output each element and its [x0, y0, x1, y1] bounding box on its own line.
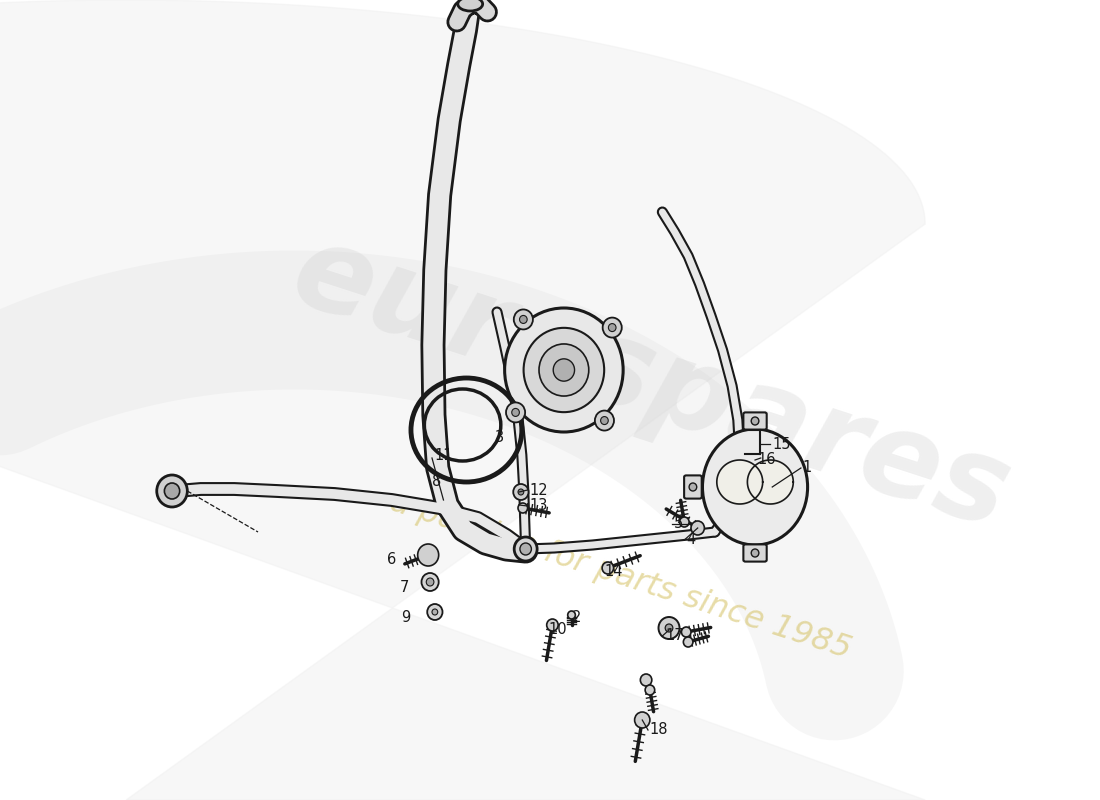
Ellipse shape	[520, 543, 531, 555]
Polygon shape	[747, 460, 793, 504]
Text: 7: 7	[399, 581, 409, 595]
Text: 8: 8	[432, 474, 441, 490]
Ellipse shape	[645, 685, 654, 695]
Ellipse shape	[539, 344, 588, 396]
Ellipse shape	[514, 310, 532, 330]
Text: 9: 9	[402, 610, 410, 626]
Ellipse shape	[418, 544, 439, 566]
Ellipse shape	[514, 537, 537, 561]
Ellipse shape	[602, 562, 614, 574]
Ellipse shape	[156, 475, 187, 507]
Text: 15: 15	[772, 437, 791, 451]
Text: 4: 4	[686, 533, 695, 547]
Ellipse shape	[524, 328, 604, 412]
Ellipse shape	[547, 619, 558, 631]
Ellipse shape	[458, 0, 483, 11]
Ellipse shape	[666, 624, 673, 632]
Ellipse shape	[519, 315, 527, 323]
Text: eurospares: eurospares	[279, 214, 1024, 554]
Ellipse shape	[427, 604, 442, 620]
FancyBboxPatch shape	[684, 475, 702, 498]
Ellipse shape	[506, 402, 525, 422]
Ellipse shape	[518, 503, 528, 513]
Ellipse shape	[691, 521, 704, 535]
Polygon shape	[717, 460, 762, 504]
Ellipse shape	[683, 637, 693, 647]
Text: 6: 6	[387, 553, 396, 567]
Ellipse shape	[608, 323, 616, 331]
Ellipse shape	[681, 627, 691, 637]
Text: 13: 13	[529, 498, 548, 514]
Ellipse shape	[432, 609, 438, 615]
Polygon shape	[0, 0, 925, 800]
Ellipse shape	[751, 417, 759, 425]
Ellipse shape	[421, 573, 439, 591]
Text: 12: 12	[529, 482, 548, 498]
Ellipse shape	[164, 483, 179, 499]
Ellipse shape	[640, 674, 652, 686]
Text: 10: 10	[549, 622, 568, 638]
Ellipse shape	[568, 611, 575, 619]
Ellipse shape	[603, 318, 622, 338]
Text: 16: 16	[757, 453, 776, 467]
Text: 1: 1	[803, 461, 812, 475]
Ellipse shape	[505, 308, 623, 432]
Text: 3: 3	[495, 430, 504, 446]
FancyBboxPatch shape	[744, 544, 767, 562]
Text: a passion for parts since 1985: a passion for parts since 1985	[386, 486, 855, 666]
Text: 14: 14	[604, 565, 623, 579]
Ellipse shape	[518, 489, 524, 495]
Ellipse shape	[514, 484, 528, 500]
Text: 18: 18	[650, 722, 669, 738]
Text: 2: 2	[572, 610, 581, 626]
Ellipse shape	[512, 409, 519, 417]
Ellipse shape	[553, 359, 574, 381]
FancyBboxPatch shape	[744, 413, 767, 430]
Ellipse shape	[680, 517, 689, 527]
Ellipse shape	[689, 483, 696, 491]
Ellipse shape	[595, 410, 614, 430]
Ellipse shape	[751, 549, 759, 557]
Ellipse shape	[601, 417, 608, 425]
Text: 5: 5	[674, 517, 683, 531]
Text: 11: 11	[434, 449, 453, 463]
Ellipse shape	[635, 712, 650, 728]
Ellipse shape	[659, 617, 680, 639]
Ellipse shape	[703, 429, 807, 545]
Text: 17: 17	[666, 629, 684, 643]
Ellipse shape	[427, 578, 433, 586]
